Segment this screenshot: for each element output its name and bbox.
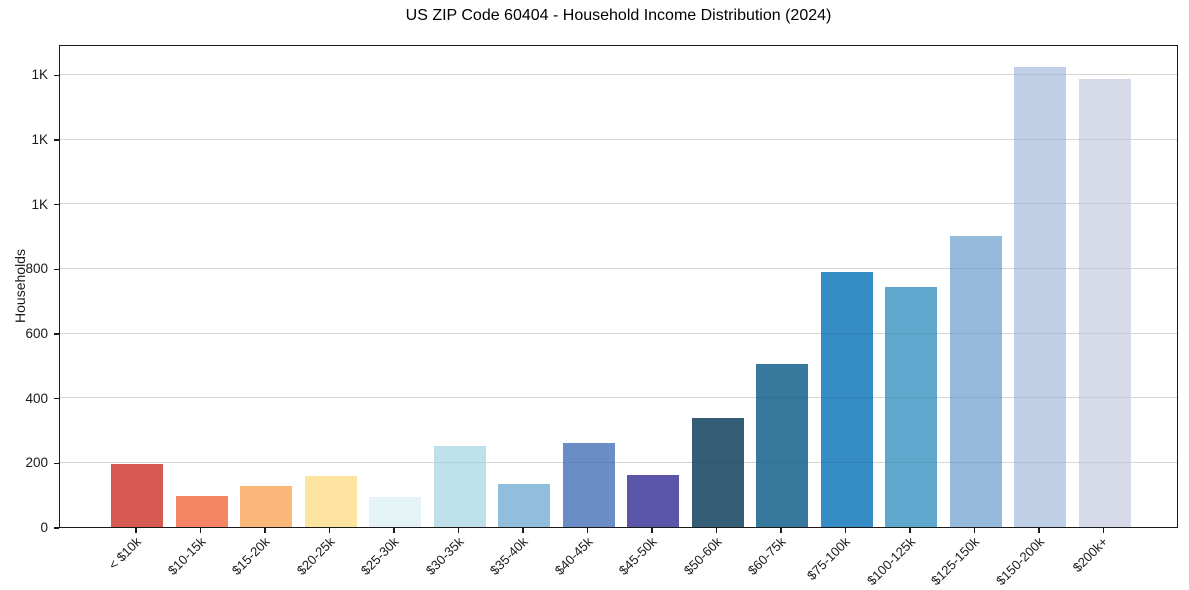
bar (885, 287, 937, 527)
gridline (60, 461, 1177, 463)
y-tick-mark (54, 268, 59, 270)
y-tick-label: 1K (31, 132, 48, 148)
x-tick-mark (651, 528, 653, 533)
gridline (60, 73, 1177, 75)
gridline (60, 332, 1177, 334)
x-tick-label: $20-25k (293, 534, 338, 578)
bar (1014, 67, 1066, 527)
y-tick-mark (54, 74, 59, 77)
x-tick-label: $35-40k (486, 534, 531, 578)
x-tick-label: $40-45k (551, 534, 596, 578)
gridline (60, 397, 1177, 399)
y-tick-label: 600 (25, 326, 48, 342)
gridline-overlay (60, 332, 1177, 334)
bar (111, 464, 163, 527)
gridline-overlay (60, 138, 1177, 140)
y-tick-mark (54, 333, 59, 335)
bar (627, 474, 679, 527)
y-tick-label: 200 (25, 455, 48, 471)
bar (304, 475, 357, 527)
bar (820, 272, 873, 527)
y-tick-mark (54, 398, 59, 400)
x-tick-label: $45-50k (615, 534, 660, 578)
gridline-overlay (60, 203, 1177, 205)
x-tick-mark (135, 528, 137, 533)
x-tick-mark (264, 528, 266, 533)
x-tick-label: < $10k (105, 534, 144, 573)
x-tick-mark (909, 528, 911, 533)
bar (1078, 78, 1131, 527)
x-tick-label: $50-60k (680, 534, 725, 578)
x-tick-label: $60-75k (744, 534, 789, 578)
plot-area (59, 45, 1178, 528)
x-tick-label: $100-125k (863, 534, 918, 589)
bar (175, 496, 228, 527)
x-tick-mark (780, 528, 782, 533)
bar (240, 485, 292, 527)
x-tick-mark (586, 528, 589, 533)
y-tick-label: 400 (25, 390, 48, 406)
x-tick-label: $25-30k (357, 534, 402, 578)
x-tick-label: $15-20k (228, 534, 273, 578)
bar (949, 236, 1002, 527)
x-tick-label: $75-100k (804, 534, 854, 583)
x-tick-mark (973, 528, 976, 533)
x-tick-mark (715, 528, 718, 533)
y-tick-label: 1K (31, 196, 48, 212)
y-tick-label: 1K (31, 67, 48, 83)
x-tick-mark (328, 528, 331, 533)
gridline-overlay (60, 397, 1177, 399)
x-tick-mark (1038, 528, 1040, 533)
bar (691, 418, 744, 527)
bar (498, 484, 550, 527)
x-tick-label: $30-35k (422, 534, 467, 578)
y-tick-mark (54, 527, 59, 529)
y-tick-mark (54, 204, 59, 206)
gridline-overlay (60, 73, 1177, 75)
x-tick-mark (393, 528, 395, 533)
y-tick-mark (54, 462, 59, 464)
bar (369, 497, 421, 527)
y-tick-mark (54, 139, 59, 141)
x-tick-mark (199, 528, 202, 533)
x-tick-mark (522, 528, 524, 533)
gridline (60, 203, 1177, 205)
gridline (60, 138, 1177, 140)
x-tick-mark (457, 528, 460, 533)
bar (756, 364, 808, 527)
x-tick-mark (1102, 528, 1105, 533)
x-tick-mark (844, 528, 847, 533)
chart-title: US ZIP Code 60404 - Household Income Dis… (405, 7, 832, 24)
x-tick-label: $10-15k (164, 534, 209, 578)
y-tick-label: 800 (25, 261, 48, 277)
gridline-overlay (60, 461, 1177, 463)
bar (433, 446, 486, 527)
y-tick-label: 0 (40, 520, 48, 535)
bar (562, 442, 615, 527)
x-tick-label: $125-150k (928, 534, 983, 589)
x-tick-label: $150-200k (992, 534, 1047, 589)
x-tick-label: $200k+ (1070, 534, 1112, 576)
gridline (60, 267, 1177, 269)
gridline-overlay (60, 267, 1177, 269)
